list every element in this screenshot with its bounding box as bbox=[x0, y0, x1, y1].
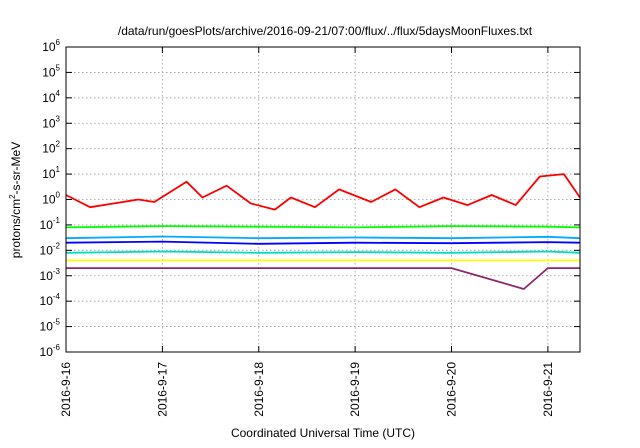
y-tick-label: 101 bbox=[42, 165, 60, 181]
y-tick-labels: 10-6 10-5 10-4 10-3 10-2 10-1 100 101 102 103 104 1… bbox=[40, 38, 61, 359]
y-tick-label: 10-4 bbox=[40, 292, 61, 308]
x-tick-label: 2016-9-19 bbox=[348, 362, 362, 417]
series-line bbox=[65, 173, 581, 211]
x-tick-label: 2016-9-16 bbox=[59, 362, 73, 417]
series-line bbox=[65, 240, 581, 245]
x-tick-label: 2016-9-21 bbox=[541, 362, 555, 417]
y-tick-label: 104 bbox=[42, 89, 60, 105]
y-tick-label: 10-3 bbox=[40, 267, 61, 283]
y-axis-label: protons/cm2-s-sr-MeV bbox=[8, 142, 23, 258]
series-line bbox=[65, 235, 581, 240]
y-tick-label: 105 bbox=[42, 63, 60, 79]
y-tick-label: 106 bbox=[42, 38, 60, 54]
series-line bbox=[65, 225, 581, 229]
x-tick-label: 2016-9-20 bbox=[445, 362, 459, 417]
series-line bbox=[66, 267, 580, 290]
y-tick-label: 10-6 bbox=[40, 343, 61, 359]
x-tick-labels: 2016-9-16 2016-9-17 2016-9-18 2016-9-19 2016… bbox=[59, 362, 555, 417]
y-tick-label: 102 bbox=[42, 140, 60, 156]
y-tick-label: 10-2 bbox=[40, 241, 61, 257]
plot-frame bbox=[65, 46, 581, 353]
chart-title: /data/run/goesPlots/archive/2016-09-21/0… bbox=[118, 24, 533, 38]
x-tick-label: 2016-9-18 bbox=[252, 362, 266, 417]
y-tick-label: 103 bbox=[42, 114, 60, 130]
x-tick-label: 2016-9-17 bbox=[155, 362, 169, 417]
y-tick-label: 100 bbox=[42, 191, 60, 207]
x-axis-label: Coordinated Universal Time (UTC) bbox=[231, 426, 415, 440]
series-layer bbox=[65, 173, 581, 290]
series-line bbox=[65, 250, 581, 254]
y-tick-label: 10-1 bbox=[40, 216, 61, 232]
y-tick-label: 10-5 bbox=[40, 318, 61, 334]
